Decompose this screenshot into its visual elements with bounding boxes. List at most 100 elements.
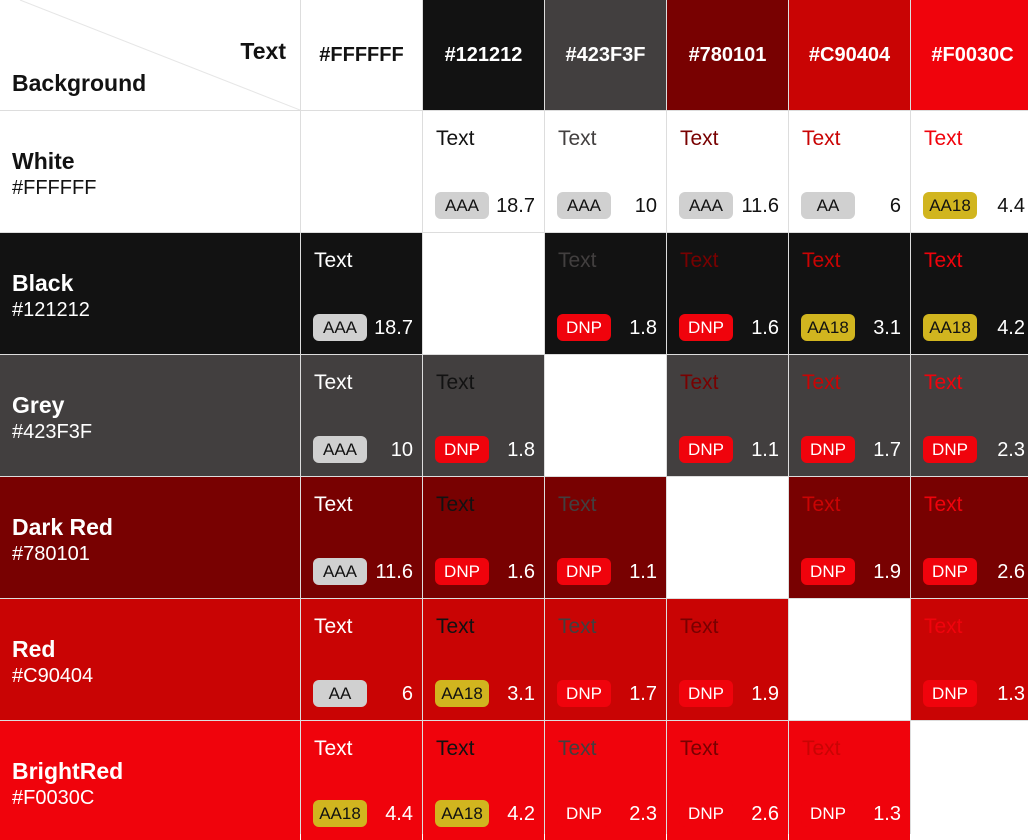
background-axis-label: Background: [12, 70, 147, 96]
text-axis-label: Text: [240, 38, 286, 64]
contrast-ratio: 1.9: [751, 683, 779, 705]
column-header: #F0030C: [911, 0, 1028, 110]
rating-badge: DNP: [801, 800, 855, 827]
rating-badge: DNP: [435, 436, 489, 463]
sample-text: Text: [802, 737, 841, 760]
sample-text: Text: [924, 249, 963, 272]
rating-badge: DNP: [679, 314, 733, 341]
sample-text: Text: [924, 493, 963, 516]
sample-text: Text: [436, 493, 475, 516]
row-header-brightred: BrightRed #F0030C: [0, 721, 300, 840]
rating-badge: DNP: [923, 436, 977, 463]
row-header-black: Black #121212: [0, 233, 300, 354]
contrast-cell: Text AA 6: [301, 599, 422, 720]
column-header: #121212: [423, 0, 544, 110]
column-header: #780101: [667, 0, 788, 110]
contrast-ratio: 18.7: [374, 317, 413, 339]
contrast-cell: Text DNP 1.3: [789, 721, 910, 840]
row-name: BrightRed: [12, 758, 124, 784]
row-name: Grey: [12, 392, 65, 418]
sample-text: Text: [680, 249, 719, 272]
rating-badge: AAA: [557, 192, 611, 219]
sample-text: Text: [924, 127, 963, 150]
rating-badge: DNP: [801, 436, 855, 463]
empty-cell: [911, 721, 1028, 840]
contrast-ratio: 2.6: [997, 561, 1025, 583]
contrast-cell: Text DNP 2.6: [667, 721, 788, 840]
contrast-cell: Text AAA 11.6: [301, 477, 422, 598]
row-header-grey: Grey #423F3F: [0, 355, 300, 476]
row-name: White: [12, 148, 75, 174]
rating-badge: AA18: [801, 314, 855, 341]
column-header: #423F3F: [545, 0, 666, 110]
sample-text: Text: [680, 371, 719, 394]
contrast-cell: Text AA18 4.2: [911, 233, 1028, 354]
sample-text: Text: [680, 737, 719, 760]
contrast-ratio: 6: [889, 195, 901, 217]
contrast-cell: Text DNP 1.3: [911, 599, 1028, 720]
rating-badge: AAA: [313, 314, 367, 341]
empty-cell: [789, 599, 910, 720]
contrast-cell: Text AAA 18.7: [301, 233, 422, 354]
contrast-ratio: 1.6: [751, 317, 779, 339]
contrast-cell: Text AA18 4.2: [423, 721, 544, 840]
contrast-cell: Text AA18 3.1: [789, 233, 910, 354]
rating-badge: DNP: [679, 680, 733, 707]
sample-text: Text: [436, 127, 475, 150]
rating-badge: DNP: [801, 558, 855, 585]
rating-badge: DNP: [435, 558, 489, 585]
contrast-cell: Text DNP 1.6: [667, 233, 788, 354]
sample-text: Text: [314, 371, 353, 394]
contrast-ratio: 1.3: [873, 803, 901, 825]
sample-text: Text: [558, 493, 597, 516]
sample-text: Text: [924, 615, 963, 638]
contrast-cell: Text DNP 1.9: [789, 477, 910, 598]
sample-text: Text: [558, 249, 597, 272]
contrast-cell: Text AAA 10: [301, 355, 422, 476]
sample-text: Text: [680, 615, 719, 638]
row-hex: #121212: [12, 299, 90, 321]
contrast-ratio: 11.6: [741, 195, 779, 217]
contrast-cell: Text DNP 1.7: [789, 355, 910, 476]
rating-badge: DNP: [923, 558, 977, 585]
contrast-ratio: 4.2: [997, 317, 1025, 339]
empty-cell: [423, 233, 544, 354]
contrast-ratio: 2.3: [629, 803, 657, 825]
contrast-ratio: 18.7: [496, 195, 535, 217]
rating-badge: AAA: [435, 192, 489, 219]
contrast-cell: Text DNP 1.1: [667, 355, 788, 476]
sample-text: Text: [314, 615, 353, 638]
contrast-cell: Text DNP 1.1: [545, 477, 666, 598]
row-header-dark-red: Dark Red #780101: [0, 477, 300, 598]
rating-badge: AA18: [923, 314, 977, 341]
row-hex: #C90404: [12, 665, 94, 687]
contrast-cell: Text AAA 10: [545, 111, 666, 232]
contrast-cell: Text AAA 11.6: [667, 111, 788, 232]
sample-text: Text: [558, 615, 597, 638]
contrast-cell: Text DNP 2.6: [911, 477, 1028, 598]
rating-badge: AA18: [923, 192, 977, 219]
sample-text: Text: [802, 371, 841, 394]
contrast-ratio: 2.6: [751, 803, 779, 825]
contrast-cell: Text DNP 2.3: [911, 355, 1028, 476]
sample-text: Text: [802, 249, 841, 272]
sample-text: Text: [558, 737, 597, 760]
contrast-ratio: 4.2: [507, 803, 535, 825]
corner-header: Text Background: [0, 0, 300, 110]
contrast-ratio: 1.1: [751, 439, 779, 461]
empty-cell: [545, 355, 666, 476]
contrast-cell: Text DNP 1.8: [423, 355, 544, 476]
sample-text: Text: [436, 371, 475, 394]
contrast-cell: Text AA18 4.4: [911, 111, 1028, 232]
contrast-ratio: 1.8: [629, 317, 657, 339]
contrast-cell: Text DNP 1.6: [423, 477, 544, 598]
rating-badge: DNP: [557, 800, 611, 827]
rating-badge: AA18: [435, 680, 489, 707]
rating-badge: AAA: [313, 558, 367, 585]
row-name: Black: [12, 270, 74, 296]
contrast-ratio: 6: [401, 683, 413, 705]
row-name: Red: [12, 636, 56, 662]
contrast-ratio: 1.8: [507, 439, 535, 461]
contrast-ratio: 1.1: [629, 561, 657, 583]
row-name: Dark Red: [12, 514, 113, 540]
